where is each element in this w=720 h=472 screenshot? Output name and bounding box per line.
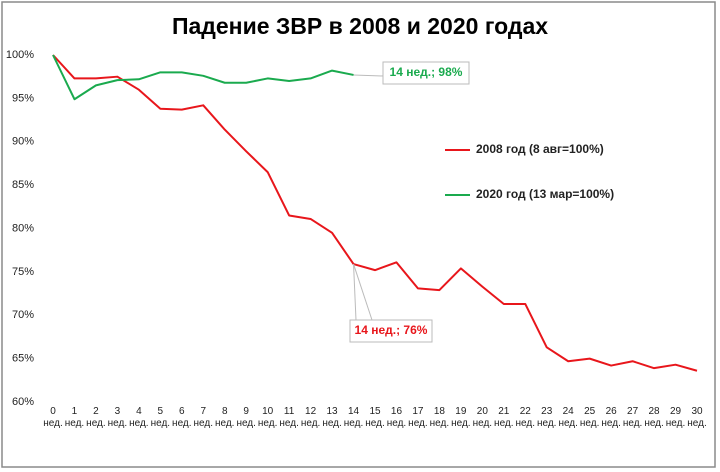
x-tick-label: 13 нед. bbox=[322, 406, 342, 429]
series-line bbox=[52, 54, 698, 372]
legend-label: 2020 год (13 мар=100%) bbox=[476, 187, 614, 201]
x-tick-label: 28 нед. bbox=[644, 406, 664, 429]
y-tick-label: 70% bbox=[12, 309, 34, 321]
x-tick-label: 1 нед. bbox=[64, 406, 85, 429]
y-tick-label: 95% bbox=[12, 92, 34, 104]
x-tick-label: 8 нед. bbox=[214, 406, 235, 429]
x-tick-label: 7 нед. bbox=[193, 406, 213, 429]
x-tick-label: 27 нед. bbox=[622, 406, 643, 429]
x-tick-label: 24 нед. bbox=[558, 406, 578, 429]
x-tick-label: 20 нед. bbox=[472, 406, 493, 429]
x-tick-label: 19 нед. bbox=[451, 406, 471, 429]
x-tick-label: 22 нед. bbox=[515, 406, 535, 429]
x-tick-label: 10 нед. bbox=[257, 406, 278, 429]
x-tick-label: 5 нед. bbox=[150, 406, 171, 429]
y-tick-label: 85% bbox=[12, 179, 34, 191]
y-tick-label: 75% bbox=[12, 266, 34, 278]
x-tick-label: 15 нед. bbox=[365, 406, 385, 429]
y-tick-label: 80% bbox=[12, 222, 34, 234]
x-tick-label: 11 нед. bbox=[279, 406, 299, 429]
x-tick-label: 14 нед. bbox=[343, 406, 364, 429]
x-tick-label: 26 нед. bbox=[601, 406, 621, 429]
annotation: 14 нед.; 76% bbox=[355, 323, 428, 337]
y-tick-label: 60% bbox=[12, 396, 34, 408]
x-tick-label: 23 нед. bbox=[536, 406, 557, 429]
x-tick-label: 30 нед. bbox=[687, 406, 707, 429]
x-tick-label: 6 нед. bbox=[172, 406, 192, 429]
series-line bbox=[52, 54, 354, 101]
x-tick-label: 3 нед. bbox=[107, 406, 128, 429]
legend-label: 2008 год (8 авг=100%) bbox=[476, 142, 604, 156]
x-tick-label: 25 нед. bbox=[579, 406, 600, 429]
x-tick-label: 21 нед. bbox=[494, 406, 514, 429]
callout-leader bbox=[353, 264, 357, 321]
x-tick-label: 29 нед. bbox=[665, 406, 686, 429]
x-tick-label: 9 нед. bbox=[236, 406, 256, 429]
y-tick-label: 65% bbox=[12, 353, 34, 365]
x-tick-label: 2 нед. bbox=[86, 406, 106, 429]
x-tick-label: 4 нед. bbox=[129, 406, 149, 429]
callout-box bbox=[349, 319, 433, 343]
x-tick-label: 18 нед. bbox=[429, 406, 450, 429]
callout-leader bbox=[353, 74, 384, 77]
callout-leader bbox=[353, 263, 373, 321]
x-tick-label: 17 нед. bbox=[408, 406, 428, 429]
chart-title: Падение ЗВР в 2008 и 2020 годах bbox=[172, 13, 548, 39]
y-tick-label: 100% bbox=[6, 49, 34, 61]
x-tick-label: 16 нед. bbox=[386, 406, 407, 429]
x-tick-label: 0 нед. bbox=[43, 406, 63, 429]
annotation: 14 нед.; 98% bbox=[390, 65, 463, 79]
y-tick-label: 90% bbox=[12, 136, 34, 148]
callout-box bbox=[382, 61, 470, 85]
x-tick-label: 12 нед. bbox=[300, 406, 321, 429]
